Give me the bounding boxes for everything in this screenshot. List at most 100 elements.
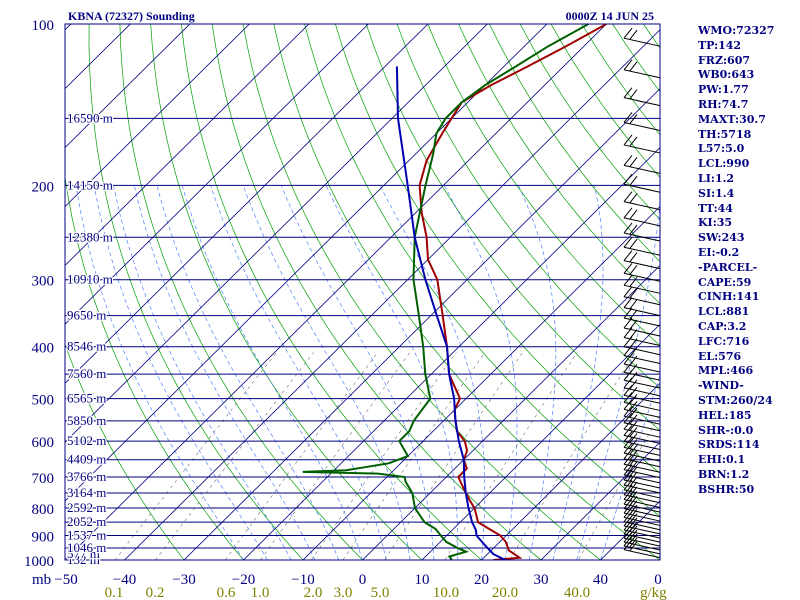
pressure-tick-label: 800 <box>32 502 55 518</box>
wind-barb <box>623 474 661 484</box>
wind-barb <box>623 401 661 411</box>
wind-barb <box>623 307 661 317</box>
index-line: LFC:716 <box>698 334 750 348</box>
height-label: 2052 m <box>67 514 106 529</box>
height-label: 5850 m <box>67 413 106 428</box>
wind-barb <box>623 498 661 508</box>
wind-barb <box>623 346 661 356</box>
isotherm <box>242 147 660 560</box>
pressure-tick-label: 1000 <box>24 554 54 570</box>
height-label: 577 m <box>67 546 100 561</box>
wind-barb-flag <box>629 379 638 390</box>
pressure-tick-label: 400 <box>32 341 55 357</box>
chart-title: KBNA (72327) Sounding <box>68 9 195 23</box>
height-label: 1046 m <box>67 540 106 555</box>
index-line: SRDS:114 <box>698 438 760 452</box>
wind-barb <box>623 415 661 425</box>
wind-barb <box>623 284 661 294</box>
wind-barb <box>623 37 661 47</box>
index-line: LI:1.2 <box>698 171 735 185</box>
isotherm <box>65 24 369 325</box>
mixing-ratio-line <box>311 352 457 560</box>
index-line: WMO:72327 <box>698 24 775 37</box>
isotherm <box>65 24 488 443</box>
wind-barb-flag <box>629 363 638 374</box>
moist-adiabat <box>181 185 363 560</box>
height-label: 16590 m <box>67 110 113 125</box>
isotherm <box>480 382 660 560</box>
wind-barb <box>623 484 661 494</box>
temperature-tick-label: 40 <box>593 572 608 588</box>
parcel-trace <box>395 66 506 560</box>
wind-barb <box>623 201 661 211</box>
wind-barb-flag <box>623 392 633 403</box>
pressure-tick-label: 300 <box>32 274 55 290</box>
height-label: 8546 m <box>67 339 106 354</box>
dry-adiabat <box>65 174 244 560</box>
mixing-ratio-line <box>260 352 411 560</box>
wind-barb <box>623 371 661 381</box>
temperature-tick-label: 0 <box>654 572 662 588</box>
wind-barb-flag <box>629 355 638 366</box>
temperature-tick-label: −30 <box>172 572 195 588</box>
wind-barb-flag <box>629 486 638 497</box>
wind-barb-flag <box>623 173 633 185</box>
wind-barb <box>623 545 661 555</box>
wind-barb-flag <box>623 207 633 219</box>
wind-barb-flag <box>623 412 633 424</box>
wind-barb-flag <box>623 464 633 476</box>
mixing-ratio-label: 0.1 <box>105 585 124 600</box>
dewpoint-trace <box>302 24 589 560</box>
isotherm <box>0 12 23 571</box>
wind-barb-flag <box>629 541 638 551</box>
wind-barb <box>623 463 661 473</box>
index-line: -PARCEL- <box>698 260 758 274</box>
mixing-ratio-line <box>155 352 314 560</box>
moist-adiabat <box>325 185 459 560</box>
temperature-tick-label: −20 <box>232 572 255 588</box>
mixing-ratio-line <box>444 352 578 560</box>
isotherm <box>183 88 660 560</box>
wind-barb <box>623 272 661 282</box>
index-line: KI:35 <box>698 216 733 230</box>
mixing-ratio-unit: g/kg <box>640 585 667 600</box>
height-label: 1537 m <box>67 527 106 542</box>
wind-barb-flag <box>629 309 638 320</box>
wind-barb-flag <box>623 134 633 146</box>
wind-barb-flag <box>623 405 633 417</box>
wind-barb <box>623 446 661 456</box>
wind-barb-flag <box>623 250 633 261</box>
mixing-ratio-label: 10.0 <box>433 585 459 600</box>
wind-barb <box>623 408 661 418</box>
wind-barb-flag <box>629 394 638 404</box>
wind-barb-flag <box>629 521 638 532</box>
wind-barb-flag <box>629 264 638 275</box>
temperature-tick-label: 10 <box>415 572 430 588</box>
chart-valid-time: 0000Z 14 JUN 25 <box>566 9 654 23</box>
height-label: 132 m <box>67 552 100 567</box>
grid-lines <box>0 12 660 571</box>
wind-barb <box>623 363 661 373</box>
isotherm <box>65 24 310 267</box>
wind-barb-flag <box>629 252 638 262</box>
wind-barb <box>623 164 661 174</box>
wind-barb-flag <box>629 386 638 397</box>
height-label: 3164 m <box>67 485 106 500</box>
wind-barb <box>623 296 661 306</box>
moist-adiabat <box>156 185 340 560</box>
wind-barb <box>623 479 661 489</box>
wind-barb <box>623 533 661 543</box>
index-line: EHI:0.1 <box>698 453 746 467</box>
dry-adiabat <box>88 24 304 560</box>
index-line: LCL:881 <box>698 305 750 319</box>
wind-barb-flag <box>629 481 638 492</box>
wind-barb-flag <box>629 136 638 147</box>
sounding-traces <box>302 24 607 560</box>
wind-barb-flag <box>623 399 633 410</box>
wind-barb <box>623 217 661 227</box>
dry-adiabat <box>65 343 185 560</box>
mixing-ratio-line <box>578 414 660 560</box>
moist-adiabat <box>113 185 292 560</box>
pressure-tick-label: 200 <box>32 179 55 195</box>
wind-barb <box>623 69 661 79</box>
